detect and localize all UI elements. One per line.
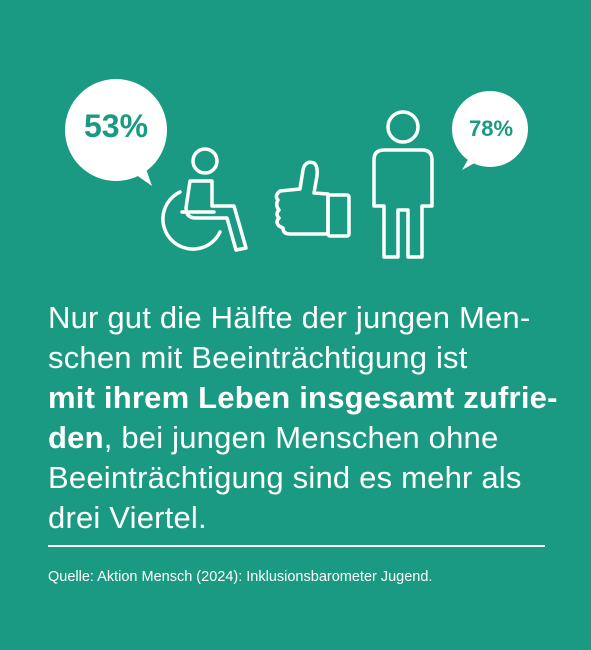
statement-line: schen mit Beeinträchtigung ist [48, 340, 468, 375]
divider [48, 545, 545, 547]
statement-line: den, bei jungen Menschen ohne [48, 418, 568, 458]
statement-line-bold: mit ihrem Leben insgesamt zufrie- [48, 380, 558, 415]
statement-line: Nur gut die Hälfte der jungen Men- [48, 300, 531, 335]
speech-bubble-icon [452, 91, 528, 170]
statement-fragment: , bei jungen Menschen ohne [103, 420, 499, 455]
speech-bubble-icon [65, 79, 167, 186]
standing-person-icon [372, 110, 434, 259]
icon-illustration [65, 79, 528, 259]
bubble-percent-left: 53% [83, 108, 149, 144]
bubble-percent-right: 78% [468, 116, 514, 141]
statement-line: Beeinträchtigung sind es mehr als [48, 460, 522, 495]
thumbs-up-icon [274, 160, 351, 238]
source-citation: Quelle: Aktion Mensch (2024): Inklusions… [48, 569, 433, 585]
statement-text: Nur gut die Hälfte der jungen Men- schen… [48, 298, 568, 538]
statement-line: drei Viertel. [48, 500, 207, 535]
statement-bold-fragment: den [48, 420, 104, 455]
wheelchair-user-icon [161, 147, 248, 252]
